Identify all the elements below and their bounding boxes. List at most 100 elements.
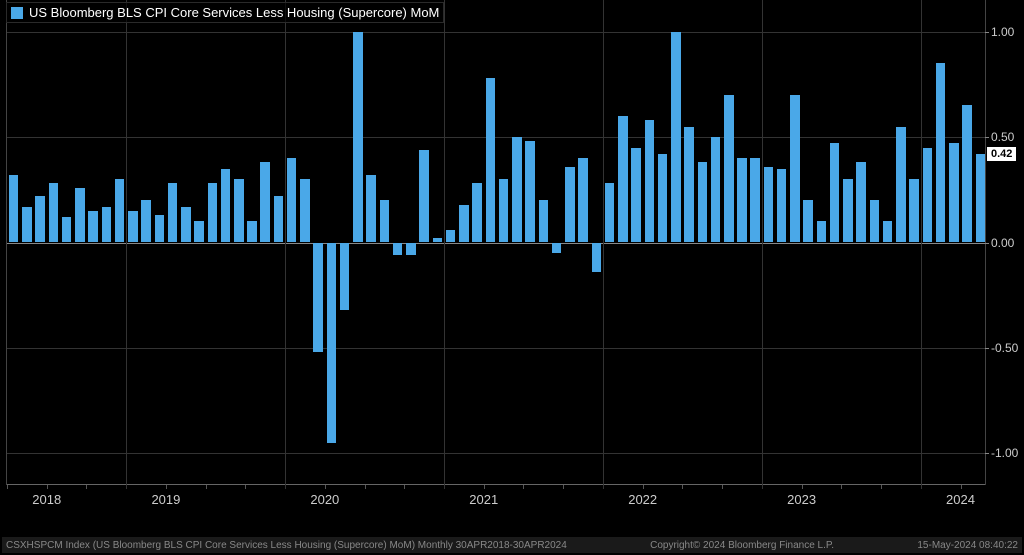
bloomberg-terminal: US Bloomberg BLS CPI Core Services Less …: [0, 0, 1024, 555]
data-bar: [883, 221, 893, 242]
x-minor-tick: [523, 485, 524, 489]
chart-area: -1.00-0.500.000.501.00201820192020202120…: [6, 0, 986, 513]
y-tick-mark: [985, 137, 989, 138]
chart-plot[interactable]: -1.00-0.500.000.501.00201820192020202120…: [6, 0, 986, 485]
data-bar: [102, 207, 112, 243]
data-bar: [234, 179, 244, 242]
data-bar: [512, 137, 522, 242]
x-minor-tick: [86, 485, 87, 489]
data-bar: [631, 148, 641, 243]
data-bar: [896, 127, 906, 243]
data-bar: [684, 127, 694, 243]
data-bar: [856, 162, 866, 242]
data-bar: [128, 211, 138, 243]
data-bar: [750, 158, 760, 242]
data-bar: [605, 183, 615, 242]
footer-copyright: Copyright© 2024 Bloomberg Finance L.P.: [650, 540, 834, 551]
gridline: [7, 348, 985, 349]
data-bar: [366, 175, 376, 242]
y-axis-label: 0.50: [991, 130, 1014, 144]
data-bar: [618, 116, 628, 243]
data-bar: [88, 211, 98, 243]
data-bar: [777, 169, 787, 243]
data-bar: [790, 95, 800, 243]
footer-index-info: CSXHSPCM Index (US Bloomberg BLS CPI Cor…: [6, 540, 567, 551]
data-bar: [194, 221, 204, 242]
data-bar: [817, 221, 827, 242]
gridline: [7, 453, 985, 454]
data-bar: [340, 243, 350, 310]
x-minor-tick: [245, 485, 246, 489]
data-bar: [9, 175, 19, 242]
x-axis-year-label: 2021: [469, 492, 498, 507]
data-bar: [419, 150, 429, 243]
x-minor-tick: [365, 485, 366, 489]
x-axis-year-label: 2022: [628, 492, 657, 507]
x-axis-year-label: 2020: [310, 492, 339, 507]
data-bar: [287, 158, 297, 242]
x-minor-tick: [7, 485, 8, 489]
data-bar: [327, 243, 337, 443]
y-axis-label: 0.00: [991, 236, 1014, 250]
data-bar: [539, 200, 549, 242]
y-tick-mark: [985, 348, 989, 349]
data-bar: [552, 243, 562, 254]
data-bar: [406, 243, 416, 256]
data-bar: [22, 207, 32, 243]
data-bar: [724, 95, 734, 243]
x-minor-tick: [643, 485, 644, 489]
x-axis-year-label: 2024: [946, 492, 975, 507]
y-tick-mark: [985, 453, 989, 454]
chart-legend: US Bloomberg BLS CPI Core Services Less …: [6, 2, 444, 23]
data-bar: [486, 78, 496, 242]
data-bar: [578, 158, 588, 242]
data-bar: [62, 217, 72, 242]
data-bar: [353, 32, 363, 243]
x-minor-tick: [841, 485, 842, 489]
data-bar: [274, 196, 284, 242]
x-minor-tick: [325, 485, 326, 489]
data-bar: [75, 188, 85, 243]
year-separator: [285, 0, 286, 489]
data-bar: [671, 32, 681, 243]
x-minor-tick: [802, 485, 803, 489]
data-bar: [764, 167, 774, 243]
data-bar: [565, 167, 575, 243]
year-separator: [603, 0, 604, 489]
data-bar: [976, 154, 986, 243]
gridline: [7, 32, 985, 33]
data-bar: [936, 63, 946, 242]
year-separator: [126, 0, 127, 489]
y-tick-mark: [985, 243, 989, 244]
data-bar: [525, 141, 535, 242]
data-bar: [459, 205, 469, 243]
gridline: [7, 243, 985, 244]
data-bar: [737, 158, 747, 242]
data-bar: [446, 230, 456, 243]
y-tick-mark: [985, 32, 989, 33]
x-axis-year-label: 2018: [32, 492, 61, 507]
data-bar: [260, 162, 270, 242]
y-axis-label: -1.00: [991, 446, 1018, 460]
data-bar: [843, 179, 853, 242]
x-axis-line: [7, 484, 985, 485]
x-minor-tick: [484, 485, 485, 489]
data-bar: [949, 143, 959, 242]
data-bar: [141, 200, 151, 242]
x-minor-tick: [206, 485, 207, 489]
data-bar: [830, 143, 840, 242]
last-value-tag: 0.42: [987, 147, 1016, 161]
data-bar: [208, 183, 218, 242]
data-bar: [49, 183, 59, 242]
data-bar: [499, 179, 509, 242]
data-bar: [313, 243, 323, 353]
gridline: [7, 137, 985, 138]
legend-label: US Bloomberg BLS CPI Core Services Less …: [29, 5, 439, 20]
x-minor-tick: [47, 485, 48, 489]
data-bar: [870, 200, 880, 242]
year-separator: [762, 0, 763, 489]
data-bar: [181, 207, 191, 243]
data-bar: [35, 196, 45, 242]
x-minor-tick: [404, 485, 405, 489]
data-bar: [155, 215, 165, 242]
